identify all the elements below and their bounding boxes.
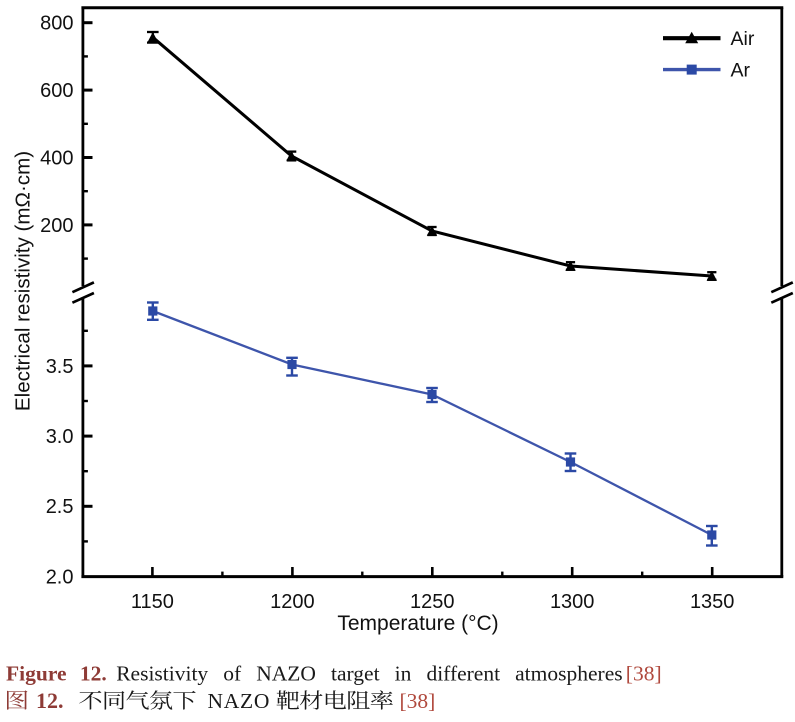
svg-text:[38]: [38] [400, 689, 436, 713]
svg-text:12.: 12. [36, 688, 64, 713]
svg-text:600: 600 [40, 80, 73, 102]
svg-text:3.0: 3.0 [46, 426, 74, 448]
svg-text:2.5: 2.5 [46, 496, 74, 518]
svg-text:1250: 1250 [410, 591, 455, 613]
svg-text:1150: 1150 [131, 591, 174, 613]
svg-text:400: 400 [40, 147, 73, 169]
svg-text:1300: 1300 [550, 591, 595, 613]
svg-text:800: 800 [40, 13, 73, 35]
svg-text:1200: 1200 [270, 591, 315, 613]
svg-text:1350: 1350 [690, 591, 735, 613]
svg-text:NAZO: NAZO [208, 689, 271, 713]
svg-text:3.5: 3.5 [46, 356, 74, 378]
svg-text:Temperature (°C): Temperature (°C) [337, 612, 498, 635]
svg-text:Ar: Ar [731, 60, 751, 82]
svg-text:2.0: 2.0 [46, 566, 74, 588]
svg-text:[38]: [38] [626, 662, 662, 686]
svg-text:Electrical resistivity (mΩ·cm): Electrical resistivity (mΩ·cm) [12, 151, 35, 411]
svg-text:200: 200 [40, 215, 73, 237]
svg-text:Air: Air [731, 28, 755, 50]
svg-text:Resistivity of NAZO target in: Resistivity of NAZO target in different … [116, 662, 622, 686]
svg-text:Figure 12.: Figure 12. [6, 662, 107, 686]
